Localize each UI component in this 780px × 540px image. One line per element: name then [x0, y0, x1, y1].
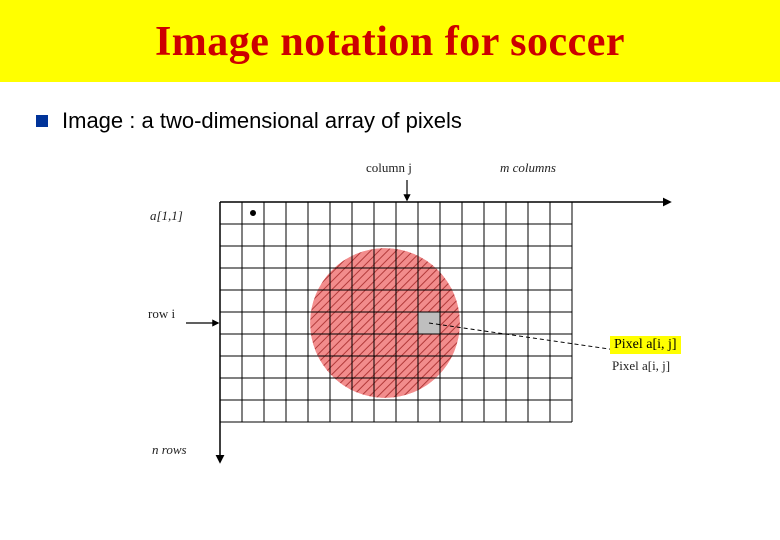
label-m-columns: m columns — [500, 160, 556, 176]
label-n-rows: n rows — [152, 442, 187, 458]
bullet-text: Image : a two-dimensional array of pixel… — [62, 108, 462, 134]
label-a11: a[1,1] — [150, 208, 183, 224]
bullet-icon — [36, 115, 48, 127]
diagram-svg — [70, 152, 710, 492]
label-pixel-aij-small: Pixel a[i, j] — [612, 358, 670, 374]
label-column-j: column j — [366, 160, 412, 176]
label-row-i: row i — [148, 306, 175, 322]
title-banner: Image notation for soccer — [0, 0, 780, 82]
bullet-row: Image : a two-dimensional array of pixel… — [36, 108, 744, 134]
pixel-callout: Pixel a[i, j] — [610, 336, 681, 354]
slide-title: Image notation for soccer — [0, 18, 780, 66]
pixel-grid-diagram: a[1,1] column j m columns row i n rows P… — [70, 152, 710, 492]
slide-body: Image : a two-dimensional array of pixel… — [0, 82, 780, 492]
